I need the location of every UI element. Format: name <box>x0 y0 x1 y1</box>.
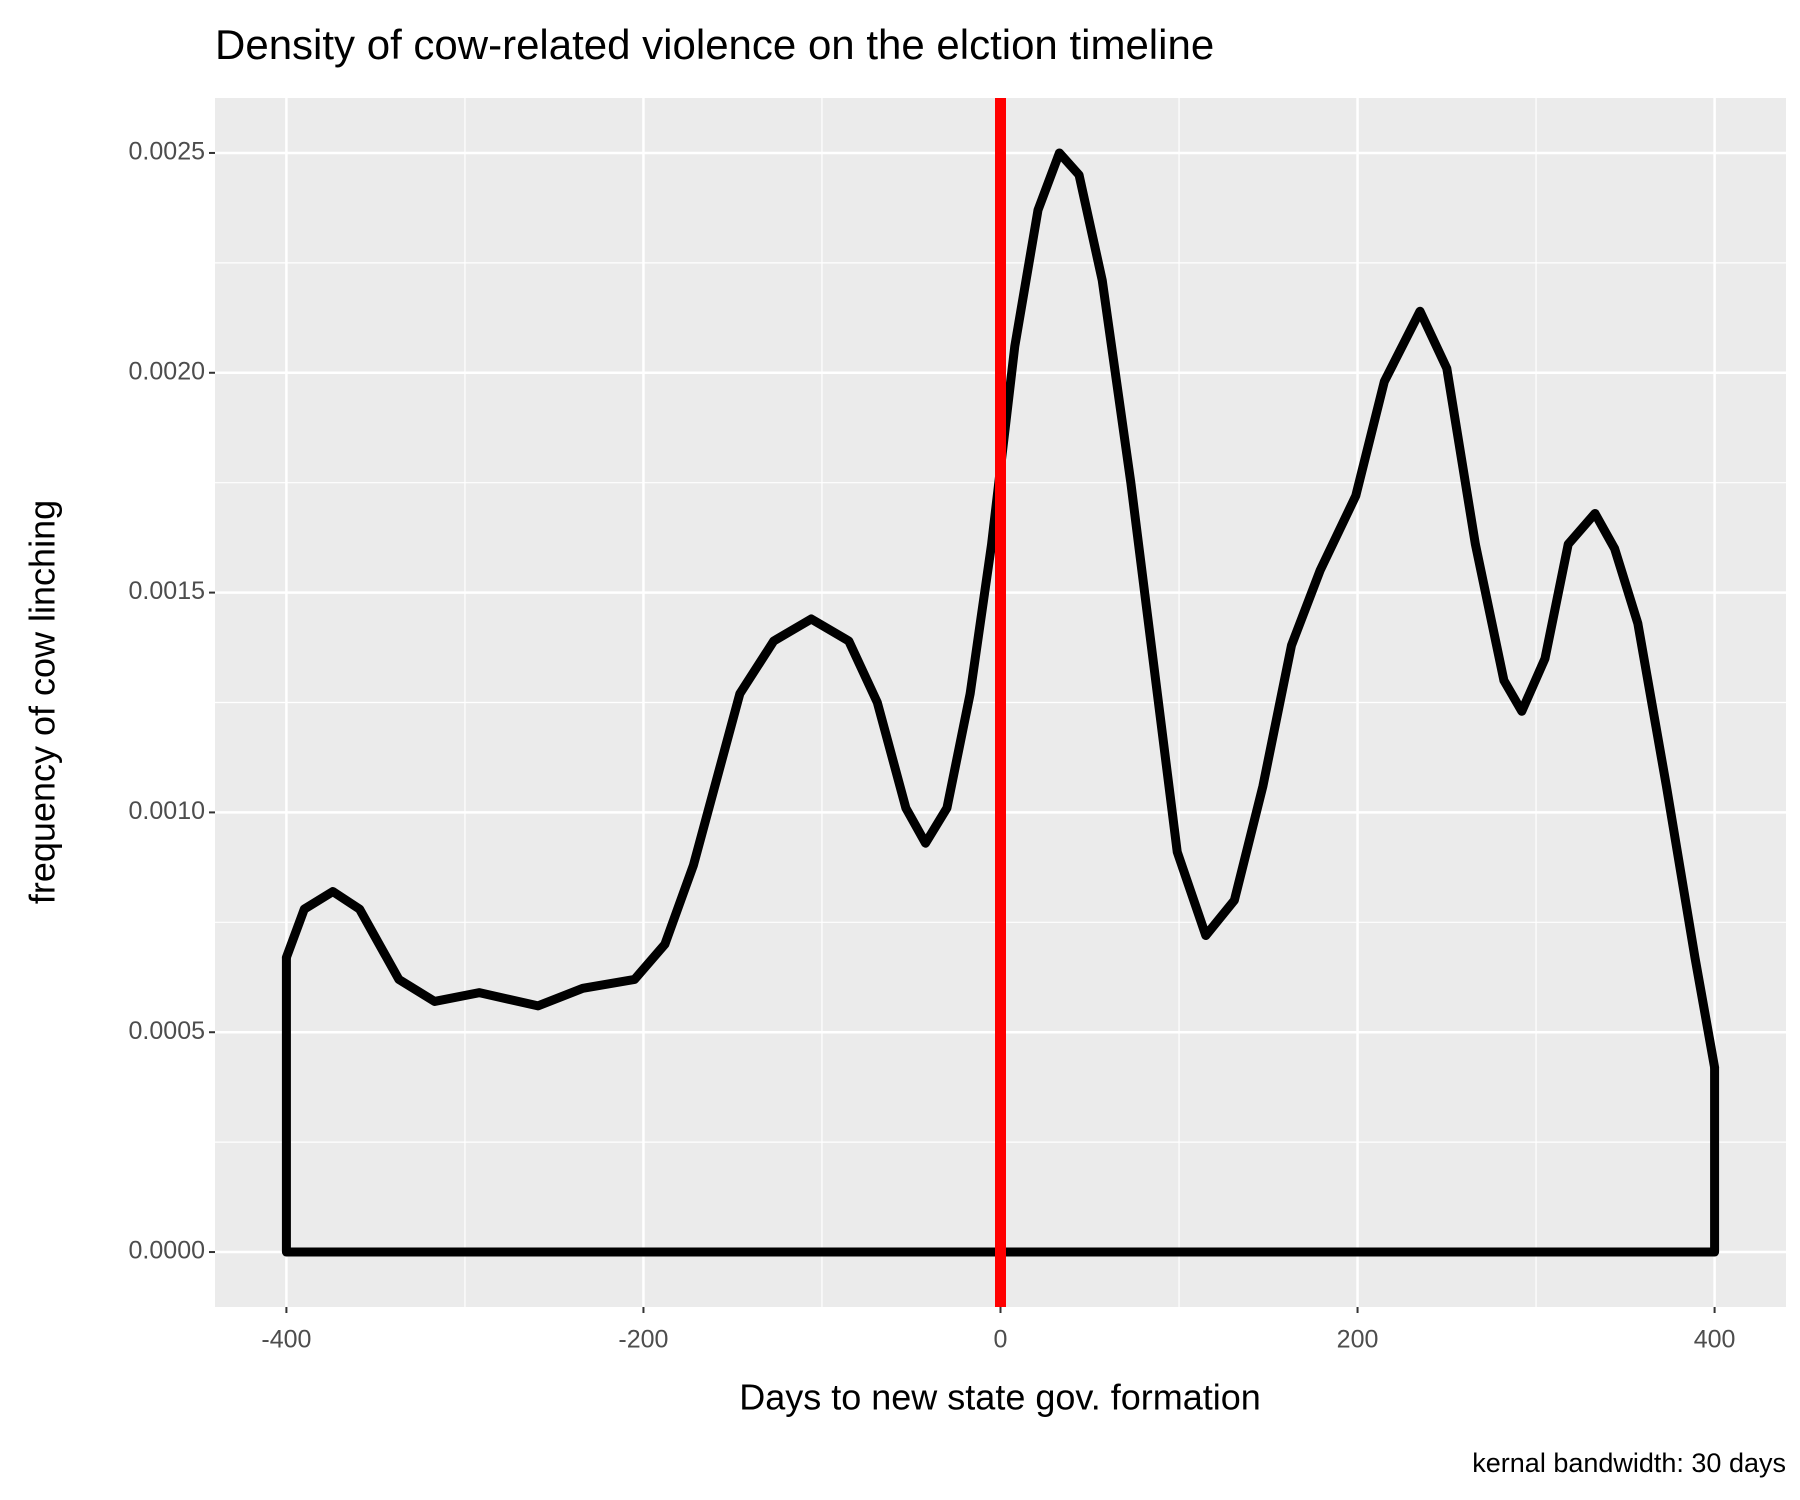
chart-title: Density of cow-related violence on the e… <box>215 21 1214 68</box>
x-tick-label: -200 <box>618 1326 668 1354</box>
density-line <box>281 148 1720 1072</box>
y-tick-label: 0.0005 <box>129 1017 205 1045</box>
x-tick-label: -400 <box>261 1326 311 1354</box>
y-tick-label: 0.0015 <box>129 577 205 605</box>
y-tick-label: 0.0000 <box>129 1237 205 1265</box>
x-tick-label: 200 <box>1337 1326 1379 1354</box>
caption: kernal bandwidth: 30 days <box>1472 1448 1786 1478</box>
y-tick-label: 0.0025 <box>129 138 205 166</box>
x-tick-label: 400 <box>1694 1326 1736 1354</box>
x-tick-label: 0 <box>994 1326 1008 1354</box>
y-tick-label: 0.0010 <box>129 797 205 825</box>
y-tick-label: 0.0020 <box>129 357 205 385</box>
y-axis-title: frequency of cow linching <box>22 500 63 904</box>
x-axis-title: Days to new state gov. formation <box>739 1377 1261 1418</box>
